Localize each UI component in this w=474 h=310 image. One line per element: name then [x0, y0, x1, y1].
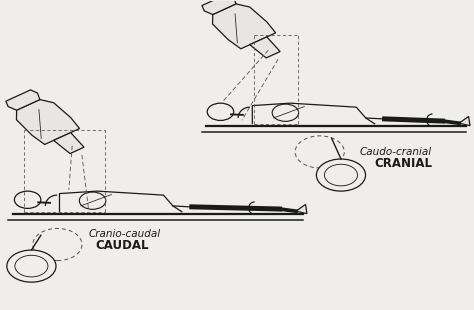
Polygon shape: [6, 90, 40, 110]
Circle shape: [317, 159, 365, 191]
Polygon shape: [202, 0, 236, 15]
Polygon shape: [54, 133, 84, 153]
Circle shape: [14, 191, 41, 208]
Text: CAUDAL: CAUDAL: [95, 239, 149, 252]
Polygon shape: [250, 37, 280, 58]
Text: Cranio-caudal: Cranio-caudal: [88, 229, 160, 239]
Polygon shape: [17, 100, 80, 144]
Text: CRANIAL: CRANIAL: [374, 157, 432, 170]
Circle shape: [7, 250, 56, 282]
Polygon shape: [459, 117, 470, 126]
Text: Caudo-cranial: Caudo-cranial: [360, 147, 432, 157]
Polygon shape: [296, 204, 307, 214]
Circle shape: [207, 103, 234, 121]
Polygon shape: [212, 4, 276, 49]
